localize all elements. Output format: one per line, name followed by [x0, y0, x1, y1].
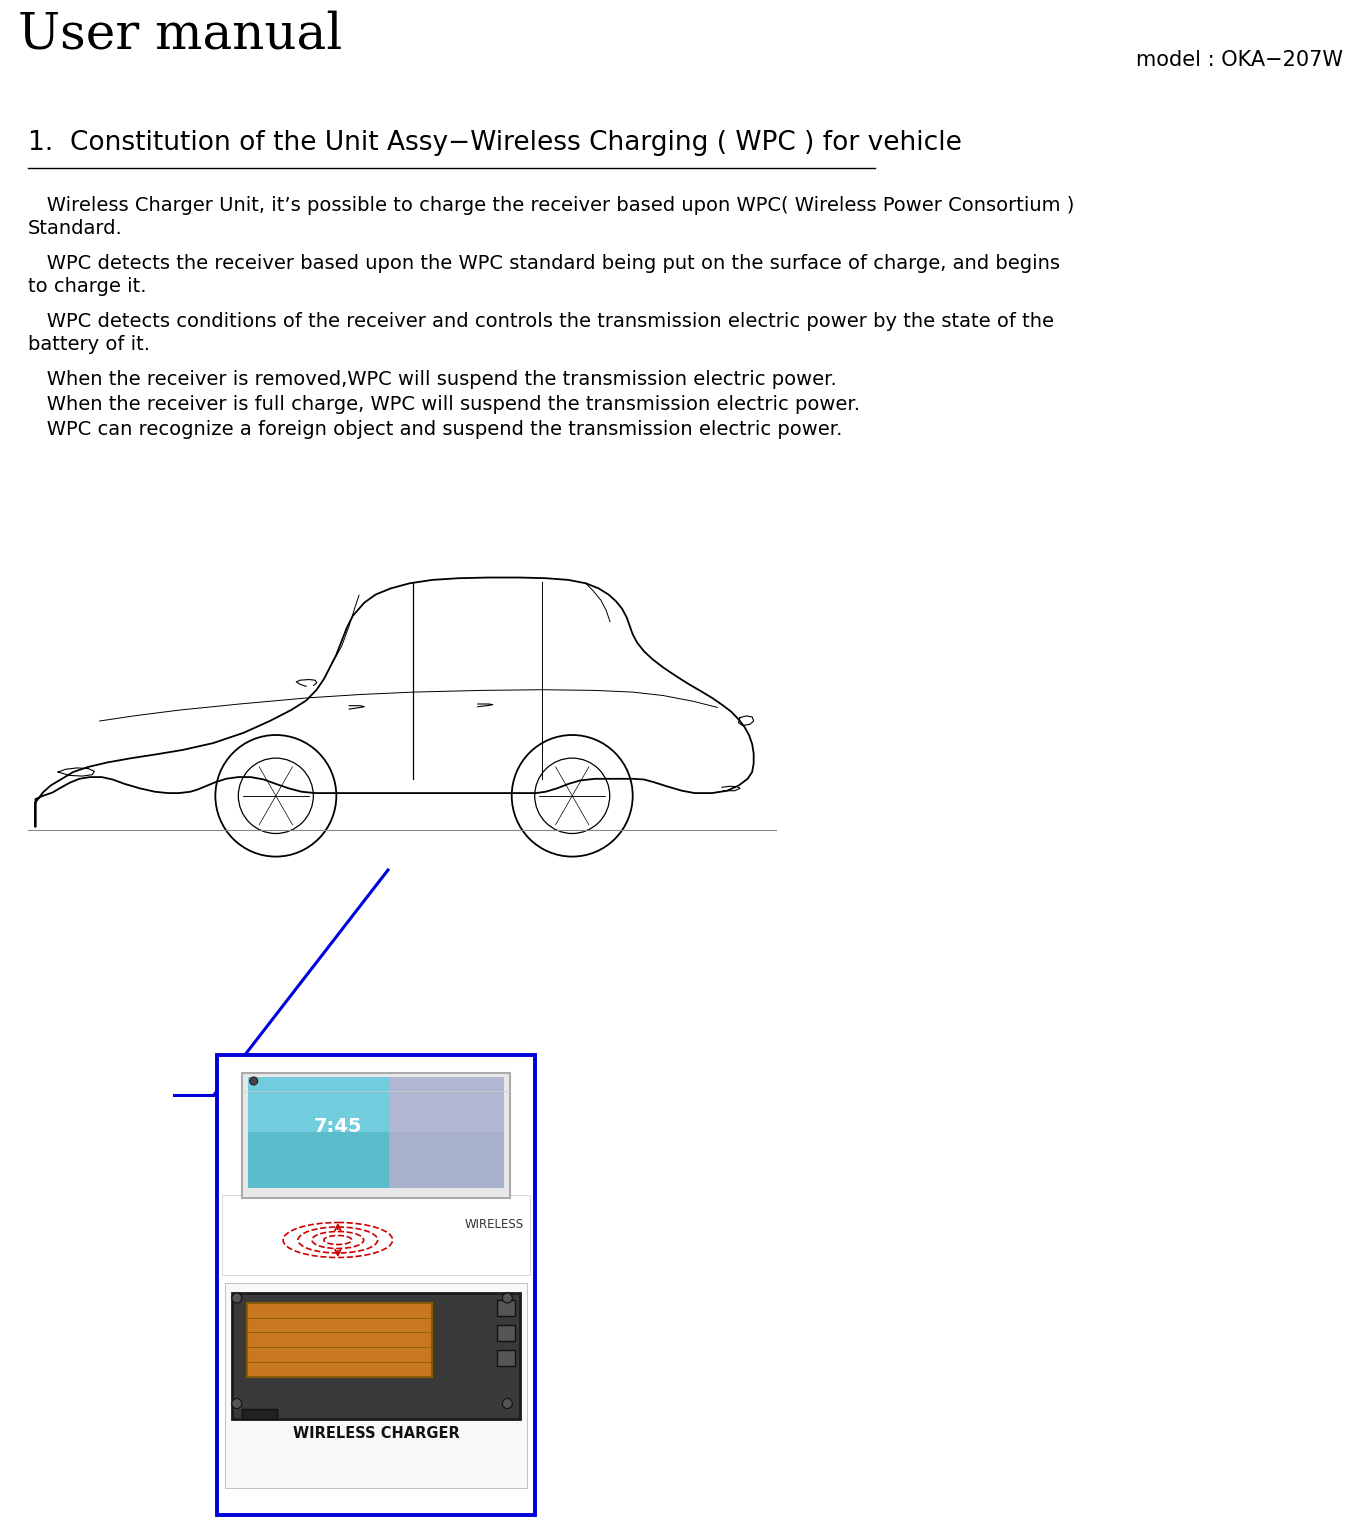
- Bar: [231, 1294, 520, 1419]
- Text: model : OKA−207W: model : OKA−207W: [1136, 50, 1343, 70]
- Bar: [389, 1076, 504, 1188]
- Circle shape: [512, 735, 632, 856]
- Bar: [248, 1076, 504, 1188]
- Text: WPC detects the receiver based upon the WPC standard being put on the surface of: WPC detects the receiver based upon the …: [27, 254, 1060, 274]
- Bar: [225, 1283, 527, 1488]
- Circle shape: [238, 758, 314, 833]
- Text: battery of it.: battery of it.: [27, 335, 149, 355]
- Text: WPC detects conditions of the receiver and controls the transmission electric po: WPC detects conditions of the receiver a…: [27, 312, 1054, 330]
- Circle shape: [249, 1076, 257, 1086]
- Text: Wireless Charger Unit, it’s possible to charge the receiver based upon WPC( Wire: Wireless Charger Unit, it’s possible to …: [27, 196, 1075, 216]
- Text: When the receiver is removed,WPC will suspend the transmission electric power.: When the receiver is removed,WPC will su…: [27, 370, 836, 388]
- Bar: [222, 1196, 530, 1275]
- Bar: [248, 1076, 504, 1131]
- Bar: [242, 1073, 511, 1199]
- Circle shape: [231, 1399, 242, 1408]
- Bar: [242, 1410, 277, 1419]
- Circle shape: [502, 1294, 512, 1303]
- Text: User manual: User manual: [18, 11, 342, 60]
- Bar: [216, 1055, 535, 1515]
- Text: to charge it.: to charge it.: [27, 277, 146, 297]
- Text: Standard.: Standard.: [27, 219, 123, 239]
- Text: 7:45: 7:45: [314, 1118, 361, 1136]
- Bar: [497, 1350, 515, 1365]
- Bar: [497, 1300, 515, 1316]
- Circle shape: [502, 1399, 512, 1408]
- Bar: [497, 1326, 515, 1341]
- Text: WIRELESS CHARGER: WIRELESS CHARGER: [293, 1427, 460, 1440]
- Circle shape: [535, 758, 609, 833]
- Bar: [246, 1303, 431, 1376]
- Text: When the receiver is full charge, WPC will suspend the transmission electric pow: When the receiver is full charge, WPC wi…: [27, 394, 860, 414]
- Circle shape: [215, 735, 337, 856]
- Text: WIRELESS: WIRELESS: [464, 1217, 523, 1231]
- Text: WPC can recognize a foreign object and suspend the transmission electric power.: WPC can recognize a foreign object and s…: [27, 420, 842, 439]
- Circle shape: [231, 1294, 242, 1303]
- Text: 1.  Constitution of the Unit Assy−Wireless Charging ( WPC ) for vehicle: 1. Constitution of the Unit Assy−Wireles…: [27, 130, 962, 156]
